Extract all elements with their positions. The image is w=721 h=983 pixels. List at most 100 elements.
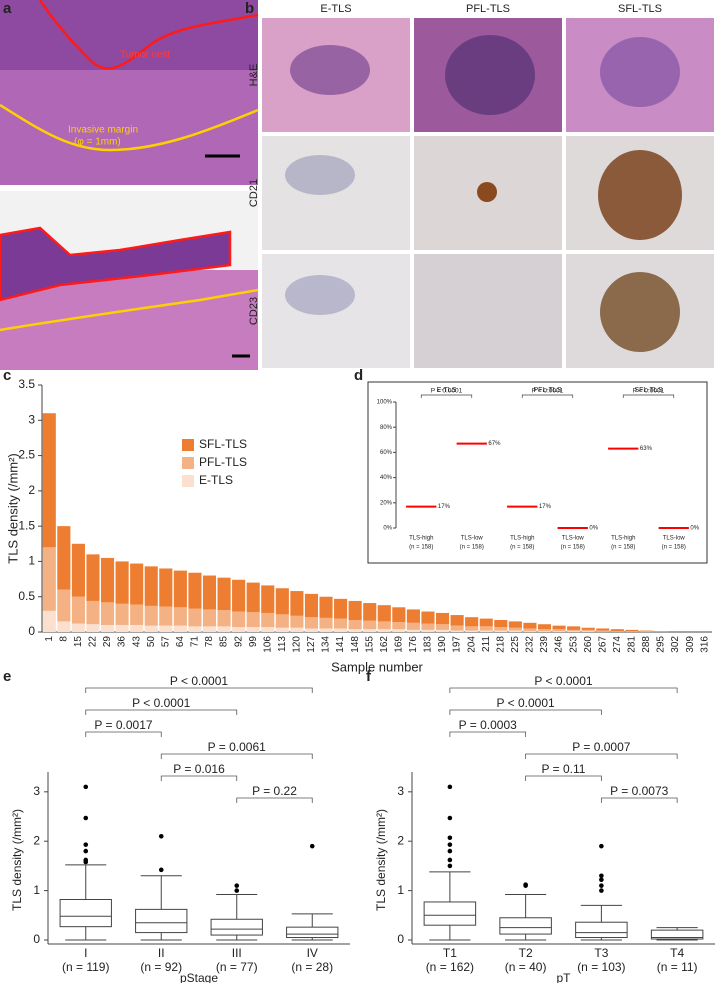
bar-segment <box>188 572 202 609</box>
n-label: (n = 28) <box>291 960 333 974</box>
row-label: H&E <box>248 64 260 87</box>
x-tick-label: 15 <box>73 636 84 648</box>
p-value: P = 0.11 <box>542 762 586 776</box>
y-tick-label: 1 <box>397 883 404 897</box>
bar-segment <box>144 566 158 606</box>
outlier <box>83 842 89 847</box>
bar-segment <box>552 631 566 632</box>
outlier <box>599 883 604 888</box>
bar-segment <box>479 630 493 632</box>
bar-segment <box>159 568 173 607</box>
p-value: P < 0.0001 <box>497 696 555 710</box>
bar-segment <box>479 626 493 631</box>
x-tick-label: 29 <box>102 636 113 648</box>
stained-region <box>477 182 497 202</box>
bar-segment <box>217 610 231 627</box>
value-label: 63% <box>640 446 653 452</box>
bar-segment <box>261 585 275 613</box>
bracket <box>85 709 238 715</box>
tumor-outline <box>38 0 259 70</box>
bar-segment <box>348 629 362 632</box>
outlier <box>599 877 604 883</box>
box <box>59 898 112 928</box>
y-axis-title: TLS density (/mm²) <box>5 453 20 564</box>
bracket <box>449 731 527 737</box>
x-tick-label: 169 <box>393 636 404 653</box>
n-label: (n = 158) <box>561 545 585 551</box>
micrograph-grid <box>262 18 714 368</box>
follicle <box>285 155 355 195</box>
outlier <box>599 888 604 893</box>
bracket <box>449 687 678 693</box>
follicle <box>285 275 355 315</box>
margin-outline <box>0 288 259 332</box>
x-tick-label: 162 <box>379 636 390 653</box>
panel-label: c <box>3 367 11 384</box>
x-tick-label: 113 <box>277 636 288 652</box>
bar-segment <box>348 600 362 621</box>
y-axis-title: TLS density (/mm²) <box>10 809 24 911</box>
bar-segment <box>217 577 231 611</box>
bar-segment <box>304 617 319 629</box>
y-tick-label: 100% <box>377 400 393 406</box>
box <box>210 918 263 936</box>
bracket <box>600 797 678 803</box>
x-tick-label: 274 <box>612 636 623 653</box>
x-tick-label: 288 <box>641 636 652 653</box>
box <box>650 929 704 940</box>
bar-segment <box>450 615 464 626</box>
x-tick-label: 99 <box>248 636 259 648</box>
bar-segment <box>537 631 552 632</box>
bar-segment <box>406 629 420 632</box>
bar-segment <box>435 624 450 630</box>
outlier <box>447 848 453 854</box>
bar-segment <box>406 622 420 630</box>
bracket <box>622 394 675 398</box>
n-label: (n = 162) <box>426 960 474 974</box>
bracket <box>160 775 238 781</box>
bar-segment <box>202 609 217 627</box>
micrograph-region <box>0 0 258 70</box>
tumor-outline <box>0 226 232 302</box>
outlier <box>447 835 453 841</box>
n-label: (n = 119) <box>62 960 109 974</box>
x-tick-label: 106 <box>262 636 273 653</box>
x-tick-label: 155 <box>364 636 375 653</box>
panel-label: b <box>245 0 254 17</box>
bar-segment <box>581 629 595 632</box>
bar-segment <box>71 596 85 624</box>
y-tick-label: 80% <box>380 425 393 431</box>
bar-segment <box>42 413 56 548</box>
bar-segment <box>319 617 333 629</box>
x-tick-label: 85 <box>219 636 230 648</box>
value-label: 0% <box>589 526 598 532</box>
bar-segment <box>639 630 654 632</box>
bar-segment <box>596 628 610 631</box>
y-tick-label: 2 <box>33 833 40 847</box>
follicle <box>445 35 535 115</box>
x-tick-label: 148 <box>350 636 361 653</box>
x-tick-label: 309 <box>685 636 696 653</box>
bracket <box>160 753 313 759</box>
y-tick-label: 0.5 <box>18 589 35 603</box>
x-tick-label: 92 <box>233 636 244 648</box>
bar-segment <box>275 614 289 628</box>
bar-segment <box>537 624 552 630</box>
bar-segment <box>363 620 377 630</box>
bar-segment <box>377 629 391 632</box>
bar-segment <box>173 625 187 632</box>
bar-segment <box>392 607 406 623</box>
outlier <box>83 859 89 865</box>
bar-segment <box>57 621 71 632</box>
bar-segment <box>363 603 377 621</box>
box <box>423 901 477 926</box>
bar-segment <box>217 626 231 632</box>
p-value: P = 0.0007 <box>572 740 630 754</box>
p-value: P < 0.0001 <box>170 674 228 688</box>
annotation: Invasive margin <box>68 125 138 136</box>
micrograph <box>262 136 410 250</box>
x-tick-label: 141 <box>335 636 346 653</box>
y-tick-label: 0 <box>397 932 404 946</box>
x-tick-label: 267 <box>597 636 608 653</box>
